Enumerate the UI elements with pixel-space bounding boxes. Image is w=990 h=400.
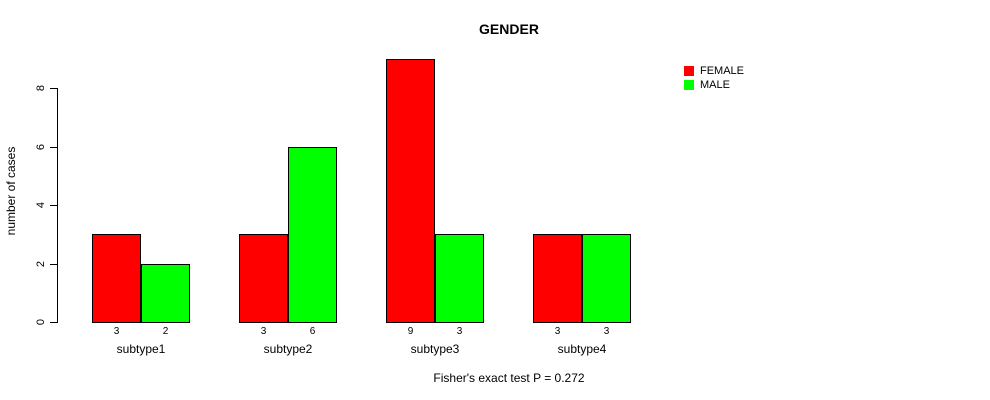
y-tick-label: 8 [35, 84, 47, 92]
legend-item-female: FEMALE [684, 64, 744, 78]
legend-label: MALE [700, 79, 730, 91]
y-tick-mark [50, 88, 57, 89]
y-tick-label: 2 [35, 260, 47, 267]
legend: FEMALE MALE [684, 64, 744, 92]
bar-male-subtype4 [582, 234, 631, 323]
bar-count-label: 6 [309, 326, 316, 337]
category-label-subtype1: subtype1 [116, 342, 166, 356]
bar-female-subtype4 [533, 234, 582, 323]
y-tick-label: 0 [35, 318, 47, 326]
bar-count-label: 3 [260, 326, 267, 337]
bar-count-label: 3 [554, 326, 561, 337]
bar-male-subtype2 [288, 146, 337, 323]
bar-female-subtype1 [92, 234, 141, 323]
caption-fisher-test: Fisher's exact test P = 0.272 [433, 371, 585, 385]
bar-male-subtype1 [141, 263, 190, 323]
y-tick-mark [50, 322, 57, 323]
category-label-subtype4: subtype4 [557, 342, 607, 356]
bar-count-label: 2 [162, 326, 169, 337]
legend-swatch-female [684, 66, 694, 76]
category-label-subtype3: subtype3 [410, 342, 460, 356]
y-axis-line [57, 88, 58, 323]
bar-male-subtype3 [435, 234, 484, 323]
y-tick-label: 4 [35, 201, 47, 209]
y-tick-mark [50, 263, 57, 265]
y-tick-mark [50, 146, 57, 148]
y-tick-label: 6 [35, 143, 47, 150]
bar-count-label: 3 [603, 326, 610, 337]
legend-swatch-male [684, 80, 694, 90]
chart-title: GENDER [479, 21, 539, 37]
category-label-subtype2: subtype2 [263, 342, 313, 356]
legend-item-male: MALE [684, 78, 744, 92]
bar-count-label: 9 [407, 326, 414, 337]
bar-female-subtype2 [239, 234, 288, 323]
legend-label: FEMALE [700, 65, 745, 77]
bar-female-subtype3 [386, 58, 435, 323]
bar-count-label: 3 [113, 326, 120, 337]
y-tick-mark [50, 205, 57, 206]
bar-count-label: 3 [456, 326, 463, 337]
